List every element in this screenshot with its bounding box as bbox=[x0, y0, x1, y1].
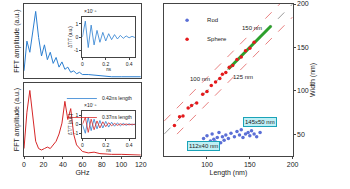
svg-text:125 nm: 125 nm bbox=[233, 74, 253, 80]
svg-text:0.4: 0.4 bbox=[126, 61, 133, 67]
svg-text:120: 120 bbox=[135, 161, 147, 168]
svg-text:100: 100 bbox=[115, 161, 127, 168]
svg-text:0.2: 0.2 bbox=[102, 61, 109, 67]
svg-text:80: 80 bbox=[98, 161, 106, 168]
svg-text:100: 100 bbox=[297, 87, 309, 94]
svg-text:50: 50 bbox=[297, 131, 305, 138]
svg-text:40: 40 bbox=[59, 161, 67, 168]
svg-text:0: 0 bbox=[76, 34, 79, 40]
svg-text:FFT amplitude (a.u.): FFT amplitude (a.u.) bbox=[13, 88, 21, 151]
svg-text:150 nm: 150 nm bbox=[242, 25, 262, 31]
svg-text:200: 200 bbox=[297, 0, 309, 7]
svg-text:112x40 nm: 112x40 nm bbox=[189, 143, 218, 149]
svg-text:×10⁻⁵: ×10⁻⁵ bbox=[84, 102, 97, 108]
svg-text:Width (nm): Width (nm) bbox=[309, 63, 317, 97]
svg-text:0: 0 bbox=[81, 142, 84, 148]
svg-text:0.4: 0.4 bbox=[126, 142, 133, 148]
svg-text:100 nm: 100 nm bbox=[190, 76, 210, 82]
svg-text:145x50 nm: 145x50 nm bbox=[245, 119, 275, 125]
svg-text:0.42ns length: 0.42ns length bbox=[102, 95, 132, 101]
svg-text:200: 200 bbox=[287, 161, 299, 168]
svg-text:ΔT/T (a.u.): ΔT/T (a.u.) bbox=[68, 26, 73, 48]
svg-text:0: 0 bbox=[22, 161, 26, 168]
svg-text:Sphere: Sphere bbox=[207, 36, 227, 42]
svg-text:0.2: 0.2 bbox=[102, 142, 109, 148]
svg-text:ns: ns bbox=[106, 67, 112, 72]
svg-text:Rod: Rod bbox=[207, 17, 218, 23]
svg-text:0: 0 bbox=[76, 121, 79, 127]
svg-text:100: 100 bbox=[201, 161, 213, 168]
svg-text:-1: -1 bbox=[74, 47, 79, 53]
svg-text:20: 20 bbox=[40, 161, 48, 168]
svg-text:ΔT/T (a.u.): ΔT/T (a.u.) bbox=[68, 113, 73, 135]
svg-text:1: 1 bbox=[75, 112, 79, 119]
svg-text:Length (nm): Length (nm) bbox=[210, 169, 248, 177]
svg-text:×10⁻⁵: ×10⁻⁵ bbox=[84, 8, 97, 14]
svg-text:-1: -1 bbox=[74, 130, 79, 136]
svg-text:0: 0 bbox=[81, 61, 84, 67]
svg-text:FFT amplitude (a.u.): FFT amplitude (a.u.) bbox=[13, 9, 21, 72]
svg-text:60: 60 bbox=[79, 161, 87, 168]
svg-text:ns: ns bbox=[106, 148, 112, 153]
svg-text:150: 150 bbox=[297, 44, 309, 51]
svg-text:GHz: GHz bbox=[75, 169, 90, 176]
svg-text:1: 1 bbox=[76, 21, 79, 27]
svg-text:150: 150 bbox=[244, 161, 256, 168]
svg-text:0.37ns length: 0.37ns length bbox=[102, 114, 132, 120]
